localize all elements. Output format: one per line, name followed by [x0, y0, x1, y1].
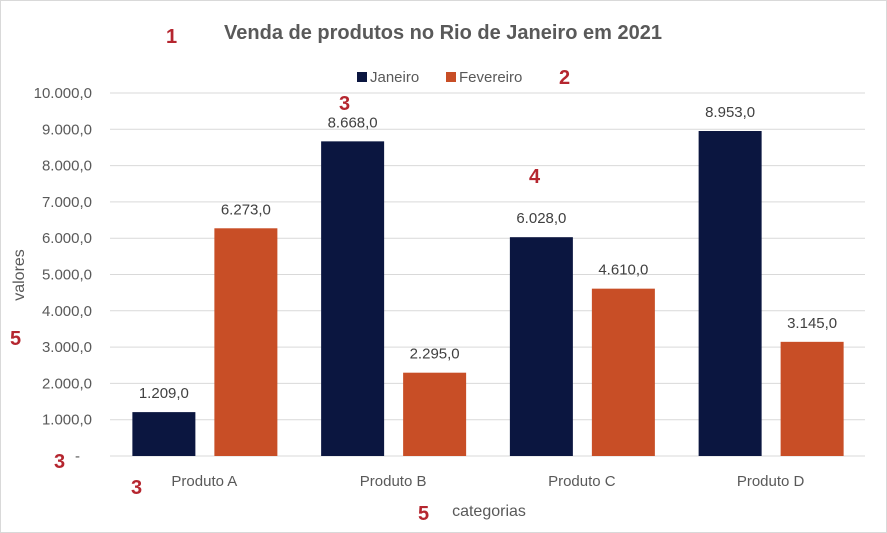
bar-fevereiro-2: [591, 288, 655, 456]
x-axis-label: categorias: [452, 503, 526, 520]
bar-janeiro-2: [509, 237, 573, 456]
legend-label-0: Janeiro: [370, 69, 419, 86]
y-axis-label: valores: [11, 249, 28, 301]
legend-swatch-0: [357, 72, 367, 82]
data-label: 6.273,0: [221, 201, 271, 218]
x-tick-label: Produto C: [548, 473, 616, 490]
annotation-3-zero: 3: [54, 451, 66, 473]
bar-janeiro-0: [132, 412, 196, 456]
y-tick-label: 8.000,0: [42, 158, 92, 175]
annotation-1: 1: [166, 26, 178, 48]
bar-fevereiro-1: [403, 372, 467, 456]
y-tick-label: 4.000,0: [42, 303, 92, 320]
data-label: 6.028,0: [516, 210, 566, 227]
y-tick-label: 7.000,0: [42, 194, 92, 211]
legend-label-1: Fevereiro: [459, 69, 522, 86]
y-tick-label: -: [75, 448, 80, 465]
annotation-4: 4: [529, 166, 541, 188]
y-tick-label: 1.000,0: [42, 412, 92, 429]
annotation-3-top: 3: [339, 93, 351, 115]
data-label: 4.610,0: [598, 262, 648, 279]
legend-swatch-1: [446, 72, 456, 82]
y-tick-label: 5.000,0: [42, 267, 92, 284]
bar-janeiro-1: [321, 141, 385, 456]
x-tick-label: Produto B: [360, 473, 427, 490]
bar-janeiro-3: [698, 131, 762, 456]
y-tick-label: 6.000,0: [42, 230, 92, 247]
data-label: 8.668,0: [328, 114, 378, 131]
x-tick-label: Produto D: [737, 473, 805, 490]
bar-fevereiro-0: [214, 228, 278, 456]
x-tick-label: Produto A: [171, 473, 237, 490]
y-tick-label: 9.000,0: [42, 121, 92, 138]
data-label: 2.295,0: [410, 346, 460, 363]
bar-fevereiro-3: [780, 341, 844, 456]
data-label: 8.953,0: [705, 104, 755, 121]
chart-title: Venda de produtos no Rio de Janeiro em 2…: [224, 22, 662, 44]
annotation-5-left: 5: [10, 328, 22, 350]
annotation-3-category: 3: [131, 477, 143, 499]
annotation-2: 2: [559, 67, 571, 89]
data-label: 3.145,0: [787, 315, 837, 332]
y-tick-label: 2.000,0: [42, 375, 92, 392]
y-tick-label: 10.000,0: [34, 85, 92, 102]
data-label: 1.209,0: [139, 385, 189, 402]
y-tick-label: 3.000,0: [42, 339, 92, 356]
annotation-5-bottom: 5: [418, 503, 430, 525]
